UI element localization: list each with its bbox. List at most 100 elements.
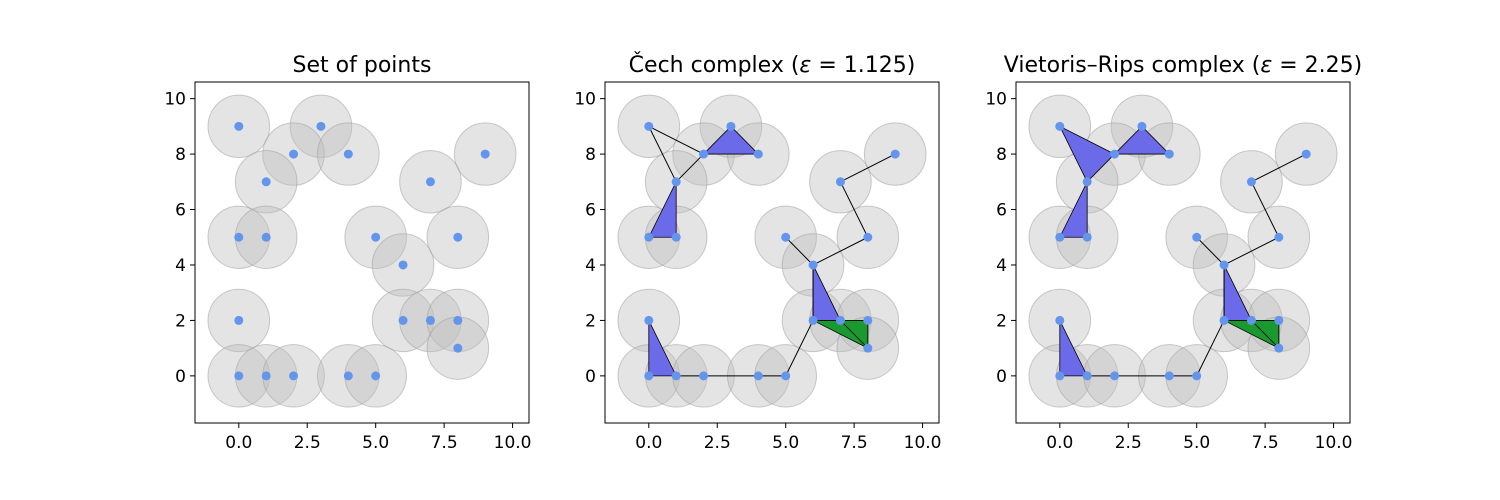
x-tick-label: 7.5	[1252, 433, 1279, 453]
simplex-edge	[840, 153, 896, 183]
simplex-triangle-blue	[648, 320, 677, 377]
simplex-triangle-blue	[1059, 125, 1115, 183]
panel-title: Vietoris–Rips complex (ε = 2.25)	[1004, 53, 1362, 78]
data-point	[644, 121, 654, 131]
data-point	[644, 315, 654, 325]
data-point	[699, 371, 709, 381]
data-point	[261, 177, 271, 187]
x-tick-label: 5.0	[362, 433, 389, 453]
data-point	[1137, 121, 1147, 131]
panel-set-of-points: Set of points 0.0 2.5 5.0 7.5 10.0 0 2 4 6 8 10	[164, 53, 531, 453]
data-point	[835, 315, 845, 325]
y-tick-label: 2	[585, 311, 596, 331]
x-tick-label: 7.5	[431, 433, 458, 453]
x-tick-label: 5.0	[772, 433, 799, 453]
data-point	[316, 121, 326, 131]
simplex-edge	[812, 236, 869, 266]
data-point	[1082, 371, 1092, 381]
data-point	[289, 371, 299, 381]
panel-title: Čech complex (ε = 1.125)	[629, 52, 916, 78]
data-point	[671, 371, 681, 381]
data-point	[1110, 371, 1120, 381]
data-point	[644, 232, 654, 242]
simplex-edge	[1196, 236, 1225, 266]
data-point	[1192, 232, 1202, 242]
data-point	[234, 232, 244, 242]
data-point	[398, 315, 408, 325]
data-point	[1274, 315, 1284, 325]
y-tick-label: 10	[574, 90, 596, 110]
panel-title: Set of points	[293, 53, 432, 78]
panel-cech-complex: Čech complex (ε = 1.125) 0.0 2.5 5.0 7.5 10.…	[574, 52, 941, 453]
y-tick-label: 10	[985, 90, 1007, 110]
data-point	[1301, 149, 1311, 159]
y-tick-label: 0	[585, 367, 596, 387]
simplex-triangle-blue	[1059, 320, 1088, 377]
data-point	[398, 260, 408, 270]
y-tick-label: 2	[996, 311, 1007, 331]
data-point	[343, 149, 353, 159]
simplex-edge	[839, 181, 869, 238]
data-point	[289, 149, 299, 159]
y-tick-label: 10	[164, 90, 186, 110]
x-tick-label: 2.5	[294, 433, 321, 453]
data-point	[863, 315, 873, 325]
x-tick-label: 2.5	[1115, 433, 1142, 453]
y-tick-label: 6	[996, 201, 1007, 221]
data-point	[671, 232, 681, 242]
data-point	[1219, 315, 1229, 325]
axes-frame	[604, 81, 940, 424]
simplex-triangle-blue	[648, 181, 677, 238]
y-tick-label: 2	[175, 311, 186, 331]
axes-frame	[194, 81, 530, 424]
y-tick-label: 0	[175, 367, 186, 387]
data-point	[371, 371, 381, 381]
data-point	[671, 177, 681, 187]
data-point	[1192, 371, 1202, 381]
simplex-edge	[1196, 320, 1225, 377]
data-point	[234, 121, 244, 131]
x-tick-label: 10.0	[904, 433, 942, 453]
x-tick-label: 0.0	[1046, 433, 1073, 453]
data-point	[1219, 260, 1229, 270]
axes-frame	[1015, 81, 1351, 424]
data-point	[1164, 149, 1174, 159]
data-point	[753, 371, 763, 381]
data-point	[1082, 177, 1092, 187]
data-point	[453, 315, 463, 325]
y-tick-label: 6	[585, 201, 596, 221]
y-tick-label: 0	[996, 367, 1007, 387]
x-tick-label: 2.5	[704, 433, 731, 453]
data-point	[1055, 232, 1065, 242]
y-tick-label: 8	[996, 145, 1007, 165]
data-point	[781, 232, 791, 242]
data-point	[453, 343, 463, 353]
y-tick-label: 4	[585, 256, 596, 276]
data-point	[890, 149, 900, 159]
x-tick-label: 0.0	[635, 433, 662, 453]
y-tick-label: 4	[996, 256, 1007, 276]
data-point	[1055, 121, 1065, 131]
simplex-edge	[1250, 181, 1280, 238]
data-point	[1274, 343, 1284, 353]
data-point	[1164, 371, 1174, 381]
x-tick-label: 10.0	[494, 433, 532, 453]
data-point	[343, 371, 353, 381]
data-point	[781, 371, 791, 381]
y-tick-label: 8	[175, 145, 186, 165]
y-tick-label: 4	[175, 256, 186, 276]
data-point	[234, 315, 244, 325]
data-point	[726, 121, 736, 131]
simplex-edge	[1223, 236, 1280, 266]
simplex-edge	[675, 153, 704, 183]
data-point	[453, 232, 463, 242]
data-point	[234, 371, 244, 381]
data-point	[1246, 177, 1256, 187]
simplex-triangle-green	[840, 320, 869, 349]
data-point	[1055, 315, 1065, 325]
data-point	[863, 232, 873, 242]
data-point	[808, 260, 818, 270]
simplex-triangle-blue	[703, 125, 759, 155]
data-point	[261, 371, 271, 381]
